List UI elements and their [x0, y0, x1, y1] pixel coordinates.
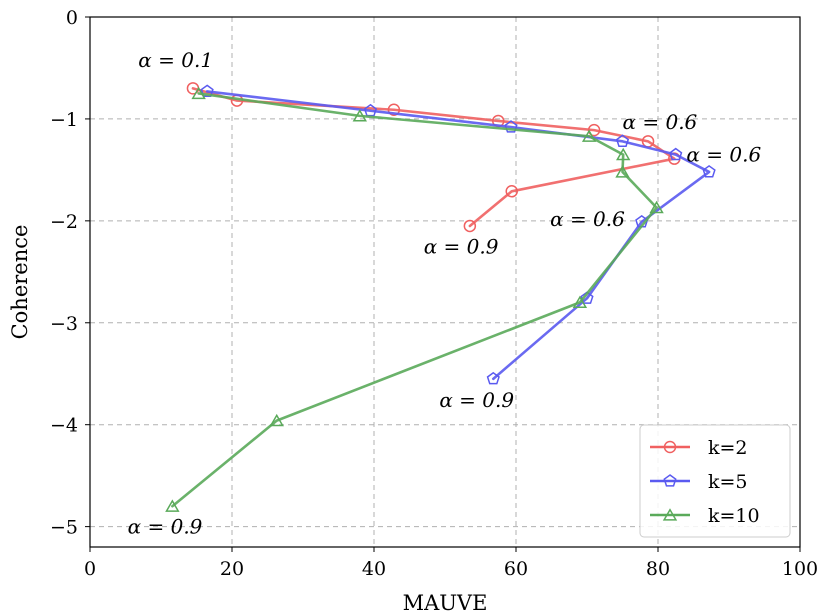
legend-item: k=10	[650, 505, 760, 527]
x-tick-label: 100	[782, 558, 817, 580]
data-point	[649, 200, 664, 214]
data-point	[486, 371, 500, 385]
data-point	[615, 165, 630, 178]
legend-swatch-marker	[663, 440, 677, 454]
legend-label: k=5	[708, 471, 748, 493]
legend-label: k=10	[708, 505, 760, 527]
alpha-annotation: α = 0.9	[439, 388, 514, 412]
plot-frame	[89, 16, 801, 548]
y-tick-label: −5	[50, 517, 78, 539]
x-tick-label: 20	[220, 558, 244, 580]
series-layer	[165, 82, 716, 512]
annotations: α = 0.1 α = 0.6 α = 0.6 α = 0.6 α = 0.9 α = 0…	[128, 48, 762, 539]
data-point	[572, 295, 588, 309]
alpha-annotation: α = 0.9	[424, 234, 499, 258]
data-point	[702, 164, 716, 178]
data-point	[269, 413, 284, 427]
data-point	[463, 219, 477, 233]
y-tick-label: −2	[50, 211, 78, 233]
axis-ticks: 0 20 40 60 80 100 0 −1 −2 −3 −4 −5	[50, 7, 817, 580]
alpha-annotation: α = 0.6	[686, 143, 761, 167]
series-line	[191, 87, 676, 228]
data-point	[581, 129, 597, 142]
legend-item: k=2	[650, 437, 748, 459]
data-point	[669, 147, 683, 161]
alpha-annotation: α = 0.9	[128, 515, 203, 539]
data-point	[352, 109, 367, 122]
legend-swatch-marker	[662, 508, 678, 521]
y-tick-label: −1	[50, 109, 78, 131]
legend: k=2 k=5 k=10	[639, 424, 791, 538]
x-tick-label: 80	[646, 558, 670, 580]
data-point	[616, 147, 631, 161]
data-point	[580, 291, 594, 304]
series-line	[171, 92, 658, 508]
y-tick-label: −4	[50, 415, 78, 437]
data-point	[165, 499, 180, 512]
series-k-10	[165, 86, 664, 512]
data-point	[587, 123, 601, 137]
legend-item: k=5	[650, 471, 748, 493]
data-point	[615, 134, 630, 147]
x-axis-label: MAUVE	[403, 591, 488, 613]
x-tick-label: 60	[504, 558, 528, 580]
alpha-annotation: α = 0.6	[550, 207, 625, 231]
y-tick-label: −3	[50, 313, 78, 335]
data-point	[504, 120, 518, 133]
data-point	[387, 103, 401, 116]
y-tick-label: 0	[66, 7, 78, 29]
legend-label: k=2	[708, 437, 748, 459]
y-axis-label: Coherence	[8, 225, 32, 340]
legend-swatch-marker	[663, 474, 677, 487]
data-point	[505, 185, 518, 198]
alpha-annotation: α = 0.6	[623, 110, 698, 134]
legend-box	[639, 424, 791, 538]
x-tick-label: 40	[362, 558, 386, 580]
alpha-annotation: α = 0.1	[138, 48, 213, 72]
data-point	[200, 84, 214, 98]
data-point	[191, 86, 206, 100]
x-tick-label: 0	[84, 558, 96, 580]
